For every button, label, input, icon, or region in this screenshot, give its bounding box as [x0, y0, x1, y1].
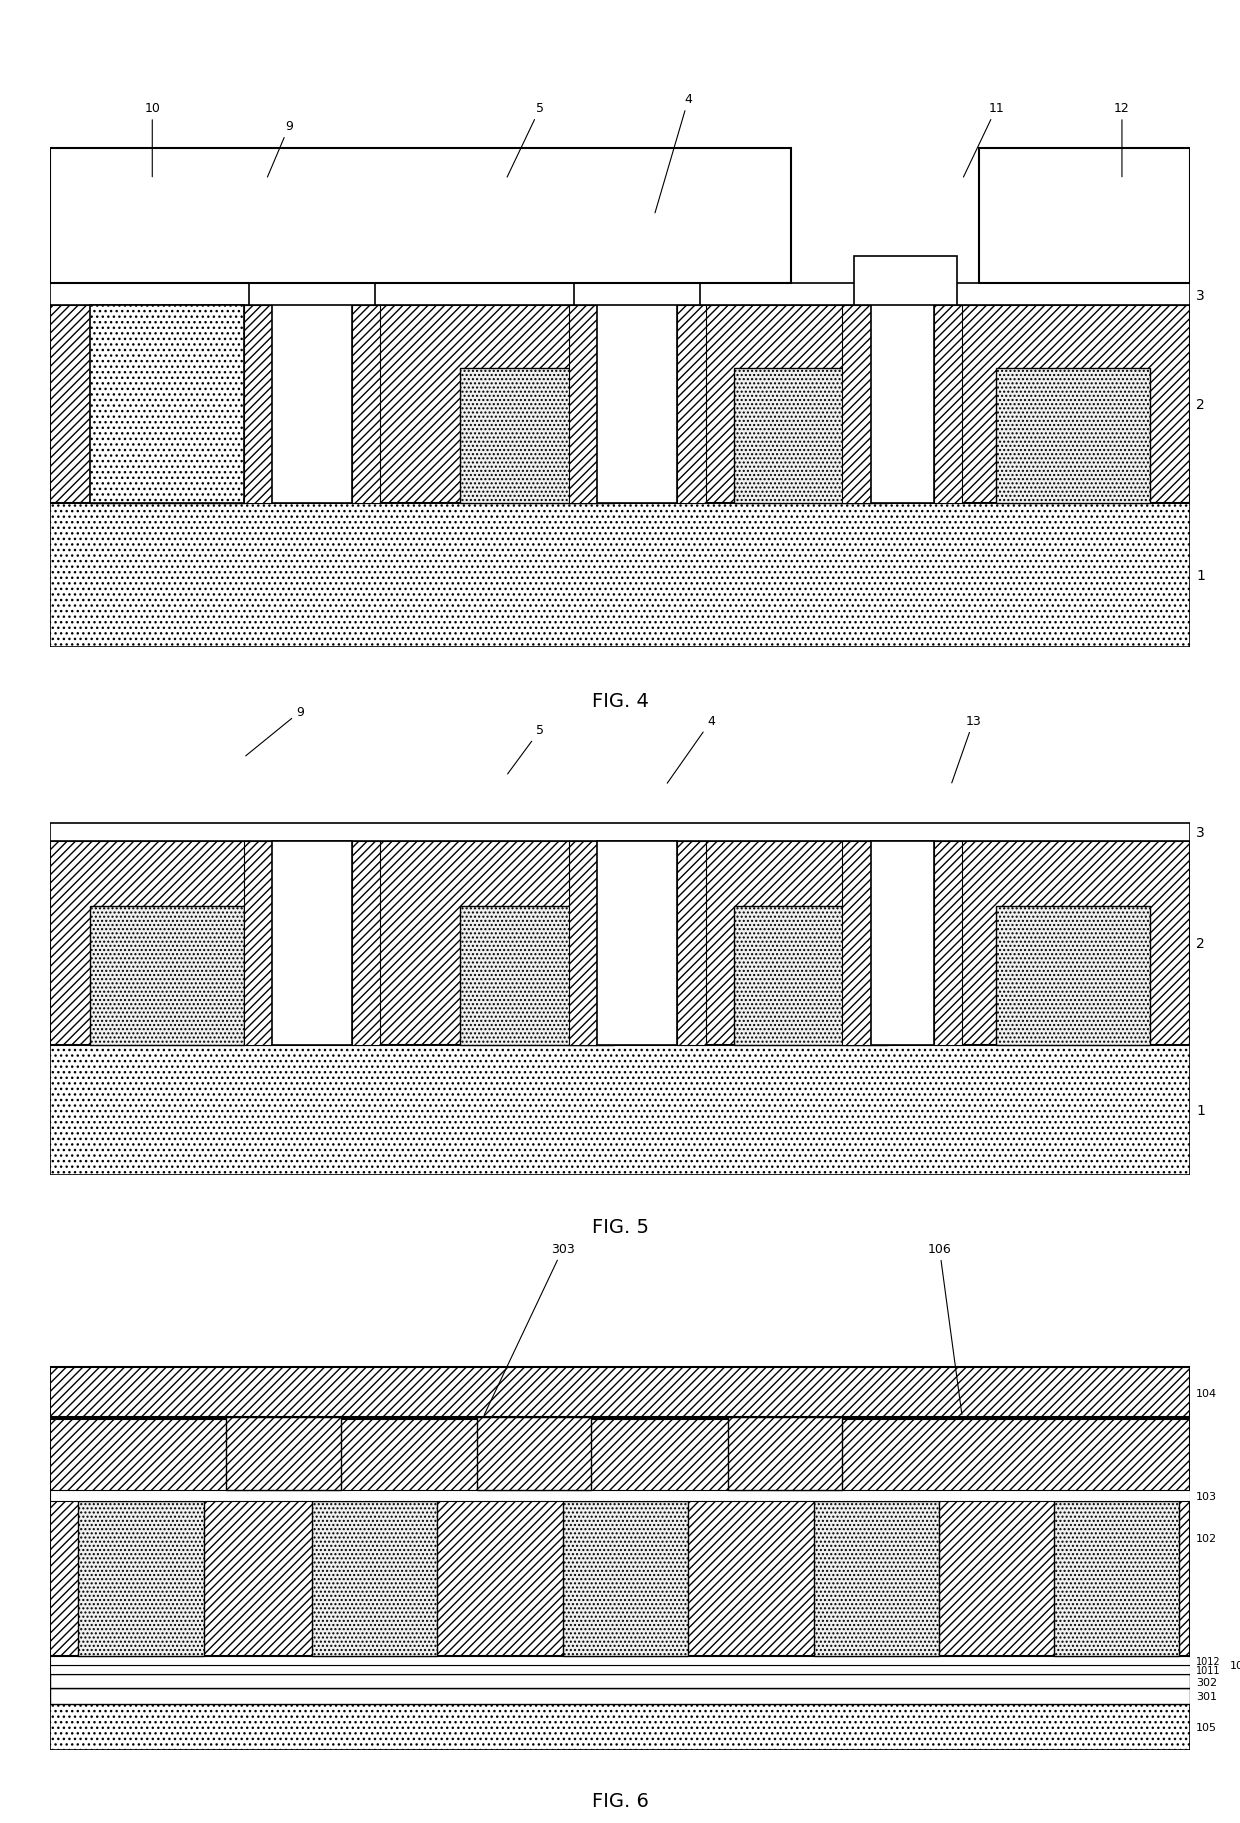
Text: FIG. 5: FIG. 5 — [591, 1218, 649, 1236]
Bar — [997, 368, 1151, 503]
Text: FIG. 4: FIG. 4 — [591, 691, 649, 711]
Bar — [227, 1418, 341, 1491]
Bar — [243, 306, 272, 503]
Bar — [352, 306, 381, 503]
Bar — [50, 1688, 1190, 1705]
Text: 12: 12 — [1114, 102, 1130, 177]
Bar — [728, 1418, 842, 1491]
Bar — [563, 1502, 688, 1655]
Bar — [89, 306, 243, 503]
Text: 1: 1 — [1197, 569, 1205, 582]
Text: 101: 101 — [1230, 1661, 1240, 1670]
Text: 1012: 1012 — [1197, 1655, 1220, 1666]
Bar — [249, 257, 374, 306]
Bar — [89, 368, 243, 503]
Bar — [574, 257, 699, 306]
Text: 104: 104 — [1197, 1387, 1218, 1398]
Bar — [50, 1705, 1190, 1750]
Text: 1: 1 — [1197, 1105, 1205, 1117]
Bar — [50, 149, 791, 284]
Bar — [980, 149, 1190, 284]
Bar — [50, 1666, 1190, 1674]
Bar — [50, 842, 1190, 1046]
Bar — [934, 842, 962, 1046]
Bar — [243, 842, 272, 1046]
Text: 4: 4 — [667, 715, 715, 784]
Text: 105: 105 — [1197, 1723, 1218, 1732]
Bar — [1054, 1502, 1179, 1655]
Bar — [312, 1502, 438, 1655]
Text: 3: 3 — [1197, 826, 1205, 839]
Bar — [50, 1655, 1190, 1666]
Bar — [842, 306, 870, 503]
Bar — [870, 284, 934, 503]
Text: 106: 106 — [928, 1241, 962, 1415]
Bar — [870, 842, 934, 1046]
Text: 4: 4 — [655, 93, 692, 213]
Text: 1011: 1011 — [1197, 1664, 1220, 1675]
Bar — [460, 368, 614, 503]
Bar — [598, 284, 677, 503]
Bar — [50, 1367, 1190, 1418]
Bar — [997, 906, 1151, 1046]
Text: 2: 2 — [1197, 397, 1205, 412]
Bar — [734, 368, 888, 503]
Text: 5: 5 — [507, 102, 544, 179]
Bar — [50, 284, 1190, 306]
Bar — [89, 906, 243, 1046]
Text: 5: 5 — [507, 724, 544, 775]
Bar — [50, 503, 1190, 647]
Bar — [569, 306, 598, 503]
Bar — [813, 1502, 940, 1655]
Bar — [677, 842, 706, 1046]
Bar — [352, 842, 381, 1046]
Text: 103: 103 — [1197, 1491, 1218, 1500]
Bar — [569, 842, 598, 1046]
Bar — [50, 306, 1190, 503]
Bar — [78, 1502, 203, 1655]
Text: 3: 3 — [1197, 288, 1205, 303]
Text: 302: 302 — [1197, 1677, 1218, 1686]
Text: 9: 9 — [246, 706, 305, 757]
Bar — [677, 306, 706, 503]
Bar — [854, 257, 956, 306]
Text: 9: 9 — [268, 120, 293, 179]
Text: 102: 102 — [1197, 1533, 1218, 1542]
Text: 13: 13 — [952, 715, 982, 784]
Bar — [842, 842, 870, 1046]
Bar — [734, 906, 888, 1046]
Bar — [50, 1420, 1190, 1655]
Text: 303: 303 — [485, 1241, 575, 1415]
Bar — [598, 842, 677, 1046]
Bar — [477, 1418, 591, 1491]
Text: 2: 2 — [1197, 937, 1205, 952]
Text: 11: 11 — [963, 102, 1004, 179]
Bar — [50, 1046, 1190, 1176]
Bar — [272, 842, 352, 1046]
Bar — [50, 1491, 1190, 1502]
Text: 10: 10 — [144, 102, 160, 177]
Text: FIG. 6: FIG. 6 — [591, 1790, 649, 1810]
Bar — [460, 906, 614, 1046]
Bar — [272, 284, 352, 503]
Bar — [934, 306, 962, 503]
Text: 301: 301 — [1197, 1692, 1218, 1701]
Bar — [50, 1674, 1190, 1688]
Bar — [50, 824, 1190, 842]
